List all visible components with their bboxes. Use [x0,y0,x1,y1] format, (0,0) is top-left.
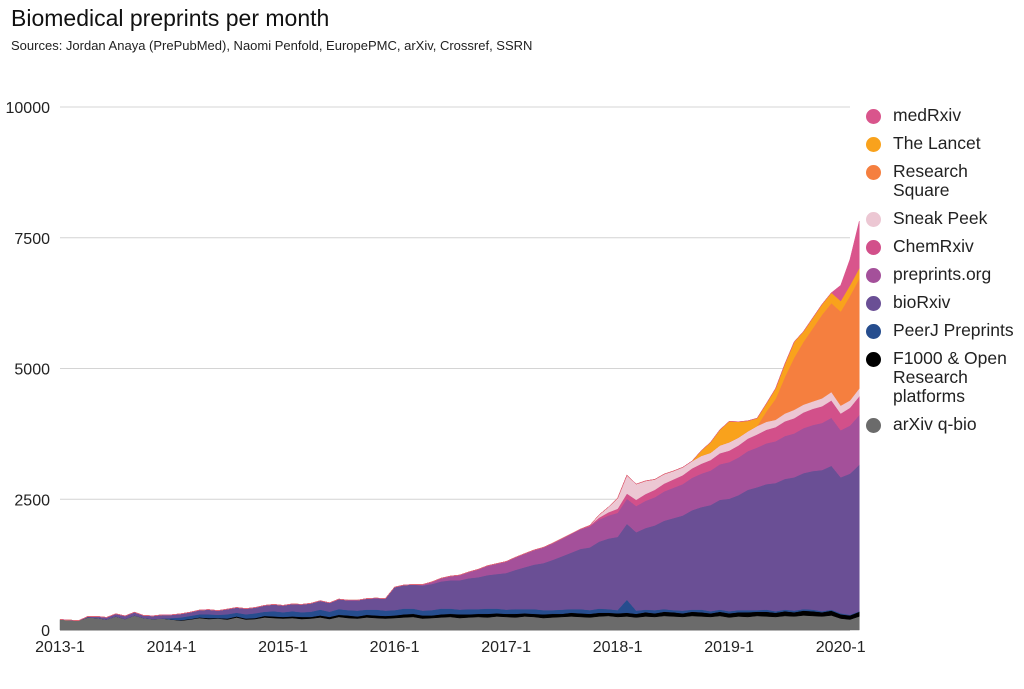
x-tick-label: 2017-1 [481,639,531,656]
legend-item: PeerJ Preprints [866,321,1024,340]
legend-swatch [866,137,881,152]
legend-label: arXiv q-bio [893,414,977,434]
legend-swatch [866,109,881,124]
legend-label: bioRxiv [893,292,951,312]
y-tick-label: 7500 [14,231,50,248]
chart-legend: medRxiv The Lancet Research Square Sneak Pe… [866,106,1024,443]
legend-item: F1000 & Open Research platforms [866,349,1024,406]
legend-item: medRxiv [866,106,1024,125]
legend-swatch [866,352,881,367]
legend-label: ChemRxiv [893,236,974,256]
legend-swatch [866,165,881,180]
x-axis-ticks: 2013-1 2014-1 2015-1 2016-1 2017-1 2018-1 2019… [35,639,866,656]
legend-label: PeerJ Preprints [893,320,1014,340]
legend-swatch [866,212,881,227]
y-tick-label: 0 [41,623,50,640]
area-layers [59,220,860,631]
legend-swatch [866,324,881,339]
x-tick-label: 2020-1 [816,639,866,656]
y-tick-label: 10000 [6,100,51,117]
area-series-medrxiv [59,220,860,621]
x-tick-label: 2016-1 [370,639,420,656]
legend-label: The Lancet [893,133,981,153]
legend-item: The Lancet [866,134,1024,153]
y-axis-ticks: 0 2500 5000 7500 10000 [6,100,51,640]
legend-item: bioRxiv [866,293,1024,312]
x-tick-label: 2013-1 [35,639,85,656]
legend-item: preprints.org [866,265,1024,284]
legend-item: ChemRxiv [866,237,1024,256]
legend-item: arXiv q-bio [866,415,1024,434]
legend-swatch [866,268,881,283]
y-tick-label: 5000 [14,362,50,379]
legend-item: Research Square [866,162,1024,200]
chart-subtitle: Sources: Jordan Anaya (PrePubMed), Naomi… [11,38,533,53]
x-tick-label: 2015-1 [258,639,308,656]
legend-label: F1000 & Open Research platforms [893,348,1007,406]
x-tick-label: 2018-1 [593,639,643,656]
legend-swatch [866,240,881,255]
y-tick-label: 2500 [14,492,50,509]
legend-swatch [866,296,881,311]
legend-item: Sneak Peek [866,209,1024,228]
x-tick-label: 2019-1 [704,639,754,656]
chart-title: Biomedical preprints per month [11,5,330,31]
legend-swatch [866,418,881,433]
legend-label: medRxiv [893,105,962,125]
legend-label: preprints.org [893,264,992,284]
legend-label: Research Square [893,161,968,200]
legend-label: Sneak Peek [893,208,988,228]
x-tick-label: 2014-1 [147,639,197,656]
